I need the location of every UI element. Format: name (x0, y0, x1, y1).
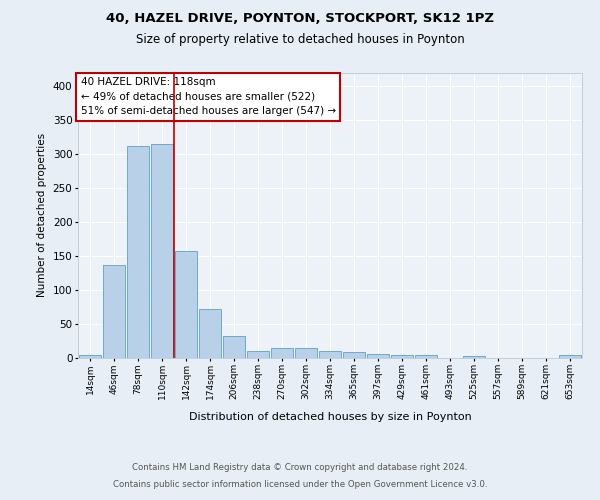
Bar (247, 350, 269, 358)
Bar (415, 356, 437, 358)
Bar (271, 348, 293, 358)
Text: Contains public sector information licensed under the Open Government Licence v3: Contains public sector information licen… (113, 480, 487, 489)
Bar (103, 264, 125, 358)
Text: Size of property relative to detached houses in Poynton: Size of property relative to detached ho… (136, 32, 464, 46)
Bar (559, 356, 581, 358)
Bar (79, 355, 101, 358)
Bar (367, 354, 389, 358)
Text: 40 HAZEL DRIVE: 118sqm
← 49% of detached houses are smaller (522)
51% of semi-de: 40 HAZEL DRIVE: 118sqm ← 49% of detached… (80, 77, 335, 116)
Y-axis label: Number of detached properties: Number of detached properties (37, 133, 47, 297)
Bar (295, 348, 317, 358)
Bar (127, 146, 149, 358)
Bar (151, 144, 173, 358)
Text: Distribution of detached houses by size in Poynton: Distribution of detached houses by size … (188, 412, 472, 422)
Bar (343, 352, 365, 358)
Bar (319, 350, 341, 358)
Bar (223, 336, 245, 357)
Bar (199, 310, 221, 358)
Text: 40, HAZEL DRIVE, POYNTON, STOCKPORT, SK12 1PZ: 40, HAZEL DRIVE, POYNTON, STOCKPORT, SK1… (106, 12, 494, 26)
Bar (175, 251, 197, 358)
Bar (391, 356, 413, 358)
Text: Contains HM Land Registry data © Crown copyright and database right 2024.: Contains HM Land Registry data © Crown c… (132, 462, 468, 471)
Bar (463, 356, 485, 358)
